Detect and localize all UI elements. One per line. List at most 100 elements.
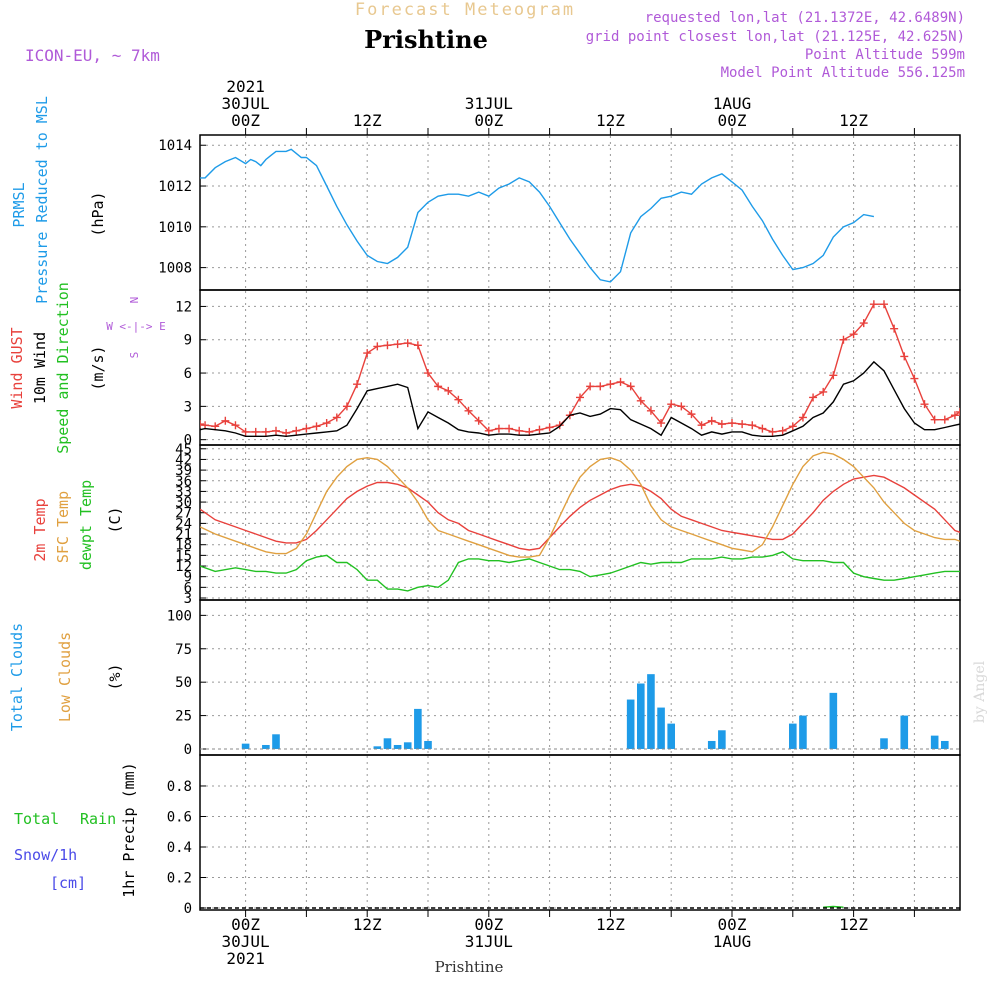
cloud-bar [272, 734, 280, 749]
label-precip-unit: 1hr Precip (mm) [120, 762, 138, 897]
y-tick-label: 36 [175, 474, 192, 490]
gust-marker [890, 324, 899, 333]
y-tick-label: 39 [175, 463, 192, 479]
y-tick-label: 1010 [158, 220, 192, 236]
gust-marker [687, 410, 696, 419]
chart-title: Prishtine [364, 25, 488, 54]
compass-s: S [128, 352, 141, 359]
y-tick-label: 0.8 [167, 779, 192, 795]
x-tick-label: 00Z [474, 915, 503, 934]
series-sfc-temp [200, 451, 960, 558]
gust-marker [950, 411, 959, 420]
y-tick-label: 6 [184, 366, 192, 382]
gust-marker [312, 422, 321, 431]
series-2m-temp [200, 474, 960, 551]
label-total-clouds: Total Clouds [8, 623, 26, 731]
gust-marker [434, 382, 443, 391]
gust-marker [342, 402, 351, 411]
gust-marker [738, 420, 747, 429]
x-tick-label: 00Z [231, 111, 260, 130]
gust-marker [596, 382, 605, 391]
label-low-clouds: Low Clouds [56, 632, 74, 722]
series-10m-wind [200, 360, 960, 438]
gust-marker [849, 330, 858, 339]
gust-marker [768, 427, 777, 436]
cloud-bar [393, 744, 402, 749]
y-tick-label: 100 [167, 608, 192, 624]
gust-marker [930, 415, 939, 424]
x-tick-label: 2021 [226, 77, 265, 96]
panel-frame [199, 134, 961, 291]
series-group [200, 451, 960, 592]
gust-marker [241, 427, 250, 436]
label-ms: (m/s) [89, 345, 107, 390]
y-tick-label: 0.6 [167, 809, 192, 825]
gust-marker [200, 420, 204, 429]
cloud-bar [718, 730, 726, 749]
panels: 1008101010121014036912369121518212427303… [158, 134, 961, 917]
cloud-bar [880, 738, 888, 749]
gust-marker [424, 369, 432, 378]
footer-location: Prishtine [435, 958, 504, 976]
gust-marker [900, 352, 909, 361]
cloud-bar [383, 738, 392, 749]
label-dewpt-temp: dewpt Temp [77, 480, 95, 570]
y-tick-label: 0 [184, 901, 192, 917]
cloud-bar [789, 723, 797, 749]
gust-marker [363, 349, 372, 358]
gust-marker [829, 371, 838, 380]
gust-marker [373, 342, 382, 351]
x-tick-label: 00Z [474, 111, 503, 130]
gust-marker [819, 387, 828, 396]
gust-marker [515, 426, 524, 435]
x-tick-label: 2021 [226, 949, 265, 968]
gust-marker [444, 386, 453, 395]
cloud-bar [403, 742, 412, 749]
gust-marker [717, 420, 726, 429]
x-tick-label: 1AUG [713, 932, 752, 951]
y-tick-label: 33 [175, 484, 192, 500]
gust-marker [748, 421, 757, 430]
cloud-bar [667, 723, 675, 749]
panel-frame [199, 599, 961, 756]
y-tick-label: 1008 [158, 261, 192, 277]
cloud-bar [626, 699, 635, 749]
cloud-bar [930, 735, 939, 749]
panel-clouds: 0 25 50 75 100 [167, 599, 961, 758]
gust-marker [383, 341, 392, 350]
compass-we: W <-|-> E [106, 320, 166, 333]
x-tick-label: 12Z [353, 111, 382, 130]
x-tick-label: 12Z [839, 915, 868, 934]
y-tick-label: 15 [175, 548, 192, 564]
gust-marker [302, 424, 311, 433]
gust-marker [626, 382, 635, 391]
y-tick-label: 30 [175, 495, 192, 511]
label-10m-wind: 10m Wind [31, 332, 49, 404]
x-tick-label: 00Z [718, 915, 747, 934]
y-tick-label: 42 [175, 452, 192, 468]
gust-marker [880, 300, 888, 309]
y-tick-label: 0.4 [167, 840, 192, 856]
cloud-bar [657, 707, 665, 749]
cloud-bar [424, 740, 432, 749]
gust-marker [728, 419, 736, 428]
gust-marker [677, 402, 686, 411]
gust-marker [413, 341, 422, 350]
gust-marker [798, 413, 807, 422]
y-tick-label: 18 [175, 538, 192, 554]
y-tick-label: 1014 [158, 138, 192, 154]
panel-wind: 0 3 6 9 12 [175, 289, 961, 449]
series-prmsl [200, 148, 875, 283]
cloud-bar [829, 692, 838, 749]
x-tick-label: 12Z [596, 915, 625, 934]
label-2m-temp: 2m Temp [31, 498, 49, 561]
gust-marker [869, 300, 878, 309]
gust-marker [251, 427, 260, 436]
gust-marker [261, 427, 270, 436]
gust-marker [758, 424, 767, 433]
cloud-bar [799, 715, 807, 749]
y-tick-label: 6 [184, 580, 192, 596]
gust-marker [474, 416, 483, 425]
panel-pressure: 1008 1010 1012 1014 [158, 134, 961, 291]
x-tick-label: 12Z [839, 111, 868, 130]
